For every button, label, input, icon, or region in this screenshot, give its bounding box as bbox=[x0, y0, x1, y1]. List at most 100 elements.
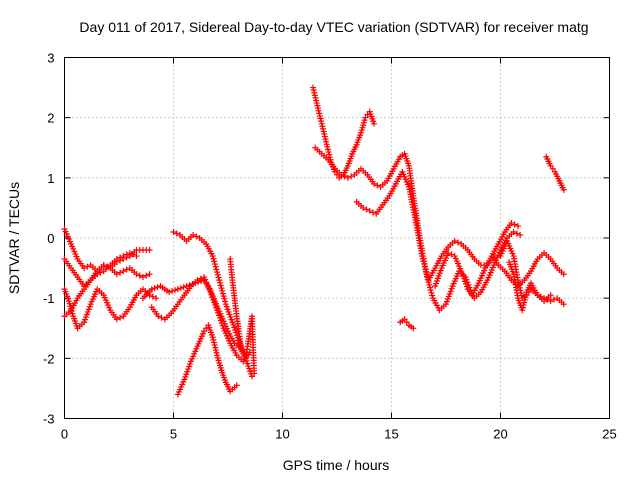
y-tick-label: -2 bbox=[43, 351, 55, 366]
x-tick-label: 10 bbox=[275, 427, 289, 442]
data-point bbox=[248, 373, 255, 380]
data-point bbox=[220, 293, 227, 300]
y-tick-label: 3 bbox=[47, 51, 54, 66]
data-point bbox=[517, 231, 524, 238]
y-tick-label: 0 bbox=[47, 231, 54, 246]
y-tick-label: 2 bbox=[47, 111, 54, 126]
data-point bbox=[155, 313, 162, 320]
data-point bbox=[218, 285, 225, 292]
data-point bbox=[113, 316, 120, 323]
data-point bbox=[193, 233, 200, 240]
data-point bbox=[371, 120, 378, 127]
data-point bbox=[198, 278, 205, 285]
data-point bbox=[401, 316, 408, 323]
data-point bbox=[341, 173, 348, 180]
data-point bbox=[363, 206, 370, 213]
data-point bbox=[426, 281, 433, 288]
data-point bbox=[139, 274, 146, 281]
x-tick-label: 20 bbox=[493, 427, 507, 442]
grid-lines bbox=[64, 57, 610, 419]
series-trace-13 bbox=[397, 316, 417, 332]
y-tick-label: -3 bbox=[43, 412, 55, 427]
data-point bbox=[508, 219, 515, 226]
data-point bbox=[154, 284, 161, 291]
data-point bbox=[158, 314, 165, 321]
data-point bbox=[419, 253, 426, 260]
data-point bbox=[547, 298, 554, 305]
series-trace-9 bbox=[227, 256, 258, 377]
data-point bbox=[221, 295, 228, 302]
data-point bbox=[153, 295, 160, 302]
data-point bbox=[547, 162, 554, 169]
data-point bbox=[214, 271, 221, 278]
data-point bbox=[214, 269, 221, 276]
data-point bbox=[364, 111, 371, 118]
data-point bbox=[222, 298, 229, 305]
y-axis-label: SDTVAR / TECUs bbox=[6, 182, 22, 294]
data-point bbox=[421, 261, 428, 268]
x-tick-label: 15 bbox=[384, 427, 398, 442]
data-point bbox=[195, 279, 202, 286]
data-point bbox=[547, 292, 554, 299]
data-point bbox=[201, 277, 208, 284]
data-point bbox=[174, 286, 181, 293]
data-point bbox=[84, 263, 91, 270]
data-point bbox=[126, 250, 133, 257]
data-point bbox=[186, 282, 193, 289]
data-point bbox=[94, 271, 101, 278]
data-point bbox=[120, 253, 127, 260]
data-point bbox=[549, 165, 556, 172]
data-point bbox=[100, 262, 107, 269]
data-point bbox=[177, 285, 184, 292]
data-point bbox=[123, 266, 130, 273]
data-point bbox=[445, 250, 452, 257]
data-point bbox=[123, 251, 130, 258]
data-point bbox=[423, 269, 430, 276]
x-tick-label: 25 bbox=[602, 427, 616, 442]
data-point bbox=[212, 263, 219, 270]
data-point bbox=[233, 382, 240, 389]
data-point bbox=[170, 228, 177, 235]
data-point bbox=[421, 263, 428, 270]
data-point bbox=[454, 239, 461, 246]
data-point bbox=[211, 261, 218, 268]
series-trace-4 bbox=[61, 250, 140, 320]
data-point bbox=[427, 287, 434, 294]
data-point bbox=[171, 287, 178, 294]
data-point bbox=[560, 186, 567, 193]
data-point bbox=[219, 287, 226, 294]
data-point bbox=[136, 272, 143, 279]
series-trace-3 bbox=[61, 286, 160, 332]
data-point bbox=[422, 266, 429, 273]
data-point bbox=[192, 280, 199, 287]
axis-ticks: 0 5 10 15 20 25 -3 -2 -1 0 1 2 3 bbox=[43, 51, 617, 442]
data-point bbox=[209, 253, 216, 260]
data-point bbox=[550, 296, 557, 303]
data-point bbox=[151, 285, 158, 292]
data-point bbox=[117, 314, 124, 321]
data-point bbox=[419, 255, 426, 262]
series-trace-18 bbox=[543, 153, 567, 193]
data-point bbox=[348, 173, 355, 180]
data-point bbox=[133, 271, 140, 278]
data-point bbox=[183, 283, 190, 290]
x-axis-label: GPS time / hours bbox=[283, 457, 390, 473]
data-point bbox=[374, 182, 381, 189]
chart-title: Day 011 of 2017, Sidereal Day-to-day VTE… bbox=[79, 19, 588, 35]
data-point bbox=[215, 274, 222, 281]
x-tick-label: 5 bbox=[170, 427, 177, 442]
data-point bbox=[113, 256, 120, 263]
data-point bbox=[166, 289, 173, 296]
series-trace-10 bbox=[310, 84, 378, 181]
data-point bbox=[219, 290, 226, 297]
data-point bbox=[203, 280, 210, 287]
data-point bbox=[117, 254, 124, 261]
data-point bbox=[149, 293, 156, 300]
data-point bbox=[113, 271, 120, 278]
x-tick-label: 0 bbox=[61, 427, 68, 442]
data-point bbox=[560, 301, 567, 308]
data-point bbox=[448, 251, 455, 258]
data-point bbox=[211, 258, 218, 265]
data-point bbox=[148, 286, 155, 293]
